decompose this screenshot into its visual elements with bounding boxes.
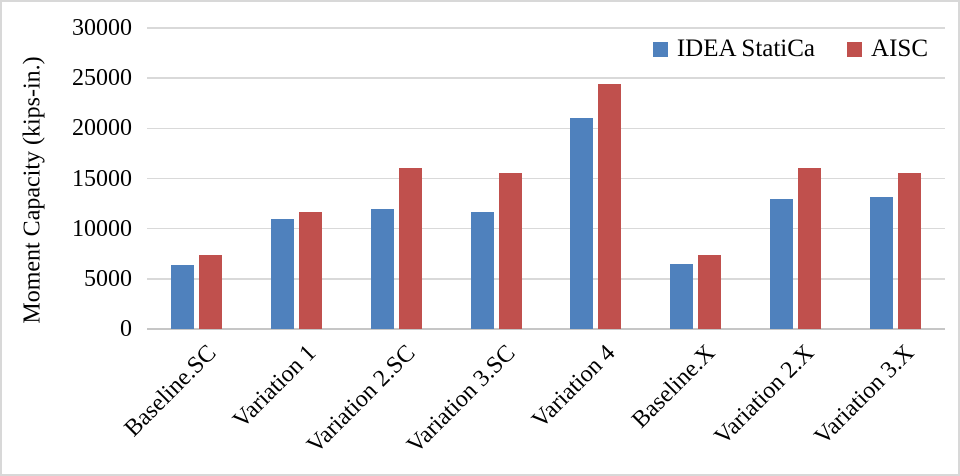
bar-aisc — [498, 173, 522, 329]
x-category-label: Variation 3.X — [809, 340, 920, 450]
gridline — [147, 127, 945, 130]
gridline — [147, 27, 945, 29]
y-tick-label: 20000 — [72, 115, 132, 142]
y-tick-label: 10000 — [72, 215, 132, 242]
bar-aisc — [398, 168, 422, 329]
y-tick-label: 0 — [120, 316, 132, 342]
bar-idea-statica — [570, 118, 594, 329]
bar-aisc — [698, 254, 722, 329]
legend-swatch-aisc — [847, 41, 863, 57]
bar-idea-statica — [171, 264, 195, 329]
bar-idea-statica — [271, 218, 295, 329]
gridline — [147, 177, 945, 180]
legend-label-idea-statica: IDEA StatiCa — [676, 35, 816, 62]
legend-item-aisc: AISC — [847, 35, 928, 63]
bar-idea-statica — [370, 208, 394, 329]
gridline — [147, 227, 945, 230]
bar-aisc — [897, 173, 921, 329]
gridline — [147, 278, 945, 280]
legend-label-aisc: AISC — [871, 35, 928, 62]
bar-aisc — [797, 168, 821, 329]
y-tick-label: 30000 — [72, 15, 132, 41]
x-axis-line — [147, 328, 945, 330]
bar-idea-statica — [869, 196, 893, 329]
y-tick-label: 5000 — [84, 265, 132, 292]
gridline — [147, 77, 945, 79]
legend-swatch-idea-statica — [652, 41, 668, 57]
legend-item-idea-statica: IDEA StatiCa — [652, 35, 816, 63]
bar-aisc — [598, 84, 622, 329]
bar-aisc — [199, 254, 223, 329]
bar-aisc — [299, 211, 323, 329]
bar-idea-statica — [470, 211, 494, 329]
y-tick-label: 15000 — [72, 165, 132, 192]
bar-idea-statica — [769, 198, 793, 329]
y-tick-label: 25000 — [72, 65, 132, 92]
bar-idea-statica — [670, 263, 694, 329]
legend: IDEA StatiCa AISC — [650, 35, 930, 63]
